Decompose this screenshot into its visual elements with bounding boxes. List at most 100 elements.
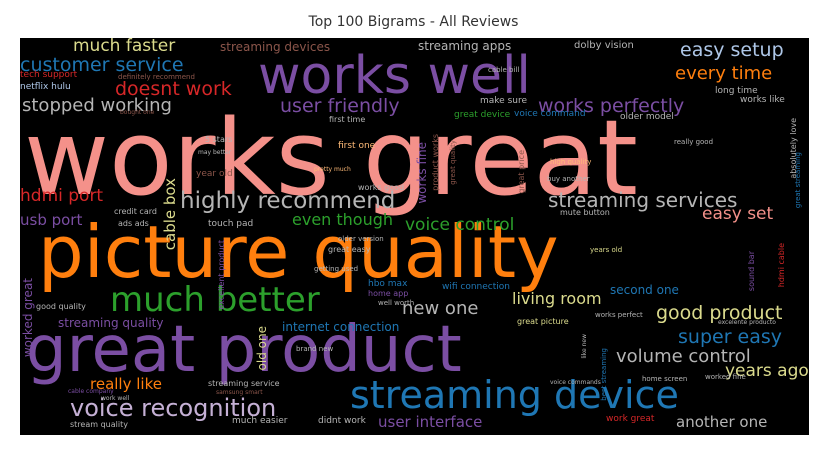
word-really-good: really good <box>674 138 714 146</box>
word-dolby-vision: dolby vision <box>574 40 634 51</box>
word-good-product: good product <box>656 302 783 324</box>
word-getting-used: getting used <box>314 265 359 273</box>
word-work-great: work great <box>606 414 655 424</box>
word-pretty-much: pretty much <box>314 166 351 173</box>
word-much-easier: much easier <box>232 416 288 426</box>
word-home-app: home app <box>368 289 409 298</box>
word-didnt-work: didnt work <box>318 416 366 426</box>
word-ads-ads: ads ads <box>118 219 149 228</box>
word-easy-setup: easy setup <box>680 39 784 61</box>
word-streaming-services: streaming services <box>548 188 738 212</box>
word-cable-company: cable company <box>68 388 114 395</box>
word-worked-fine: worked fine <box>705 373 746 381</box>
word-works-well: works well <box>258 46 531 106</box>
word-second-one: second one <box>610 283 679 297</box>
word-samsung-smart: samsung smart <box>216 389 263 396</box>
word-work-well: work well <box>101 395 130 402</box>
word-works-good: works good <box>358 183 405 192</box>
word-credit-card: credit card <box>114 207 157 216</box>
word-internet-connection: internet connection <box>282 320 400 334</box>
word-works-perfectly: works perfectly <box>538 95 685 117</box>
word-voice-command: voice command <box>514 109 586 119</box>
word-buy-another: buy another <box>547 175 590 183</box>
word-picture-quality: picture quality <box>38 210 559 294</box>
word-works-fine: works fine <box>415 142 429 204</box>
word-great-price: great price <box>517 150 526 194</box>
word-excelente-producto: excelente producto <box>718 319 776 326</box>
word-doesnt-work: doesnt work <box>115 78 232 100</box>
word-streaming-quality: streaming quality <box>58 316 164 330</box>
word-really-like: really like <box>90 375 162 393</box>
word-5-stars: 5 stars <box>205 135 233 144</box>
word-streaming-devices: streaming devices <box>220 40 331 54</box>
word-voice-recognition: voice recognition <box>70 394 277 422</box>
word-super-easy: super easy <box>678 326 783 348</box>
word-years-old: years old <box>590 246 623 254</box>
word-usb-port: usb port <box>20 211 83 229</box>
word-netflix-hulu: netflix hulu <box>20 82 71 92</box>
word-streaming-device: streaming device <box>350 373 679 417</box>
word-every-time: every time <box>675 63 773 84</box>
word-worked-great: worked great <box>21 278 35 358</box>
word-first-one: first one <box>338 141 376 151</box>
word-highly-recommend: highly recommend <box>180 188 396 214</box>
word-cable-box: cable box <box>161 178 179 251</box>
word-great-picture: great picture <box>517 317 569 326</box>
word-may-better: may better <box>198 149 232 156</box>
word-older-version: older version <box>338 235 384 243</box>
word-voice-commands: voice commands <box>550 379 601 386</box>
word-old-one: old one <box>255 326 269 371</box>
word-volume-control: volume control <box>616 346 751 367</box>
word-cable-bill: cable bill <box>488 66 520 74</box>
word-great-easy: great easy <box>328 245 371 254</box>
word-hdmi-cable: hdmi cable <box>777 243 786 288</box>
word-much-better: much better <box>110 280 320 320</box>
word-great-quality: great quality <box>449 140 457 185</box>
word-sound-bar: sound bar <box>747 251 756 292</box>
word-user-friendly: user friendly <box>280 95 400 117</box>
word-new-one: new one <box>402 298 479 319</box>
word-streaming-service: streaming service <box>208 379 280 388</box>
word-bought-one: bought one <box>120 109 155 116</box>
word-definitely-recommend: definitely recommend <box>118 73 195 81</box>
word-hbo-max: hbo max <box>368 279 408 289</box>
word-great-device: great device <box>454 110 511 120</box>
word-first-time: first time <box>329 115 366 124</box>
word-works-great: works great <box>24 97 638 219</box>
word-like-new: like new <box>581 334 588 359</box>
word-tech-support: tech support <box>20 70 78 80</box>
word-stopped-working: stopped working <box>22 95 172 116</box>
word-years-ago: years ago <box>725 361 809 381</box>
word-hdmi-port: hdmi port <box>20 186 104 206</box>
word-older-model: older model <box>620 112 674 122</box>
word-user-interface: user interface <box>378 413 483 431</box>
word-customer-service: customer service <box>20 54 184 76</box>
word-brand-new: brand new <box>296 345 334 353</box>
word-living-room: living room <box>512 289 602 308</box>
word-best-streaming: best streaming <box>600 348 608 401</box>
word-voice-control: voice control <box>405 215 515 235</box>
word-even-though: even though <box>292 210 394 229</box>
word-well-worth: well worth <box>378 299 415 307</box>
word-product-works: product works <box>431 134 440 191</box>
word-stream-quality: stream quality <box>70 420 128 429</box>
word-home-screen: home screen <box>642 375 688 383</box>
word-easy-set: easy set <box>702 204 774 224</box>
word-much-faster: much faster <box>73 38 176 56</box>
word-mute-button: mute button <box>560 208 610 217</box>
word-absolutely-love: absolutely love <box>789 118 798 179</box>
word-great-product: great product <box>26 313 462 387</box>
word-long-time: long time <box>715 86 758 96</box>
word-high-quality: high quality <box>550 158 592 166</box>
word-make-sure: make sure <box>480 96 528 106</box>
word-works-like: works like <box>740 95 785 105</box>
word-works-perfect: works perfect <box>595 311 643 319</box>
word-excellent-product: excellent product <box>217 240 226 310</box>
word-year-old: year old <box>196 169 233 179</box>
word-another-one: another one <box>676 413 768 431</box>
word-good-quality: good quality <box>36 302 86 311</box>
word-cloud: works great picture quality great product w… <box>20 38 809 435</box>
word-wifi-connection: wifi connection <box>442 282 510 292</box>
word-touch-pad: touch pad <box>208 219 254 229</box>
chart-title: Top 100 Bigrams - All Reviews <box>308 14 519 30</box>
